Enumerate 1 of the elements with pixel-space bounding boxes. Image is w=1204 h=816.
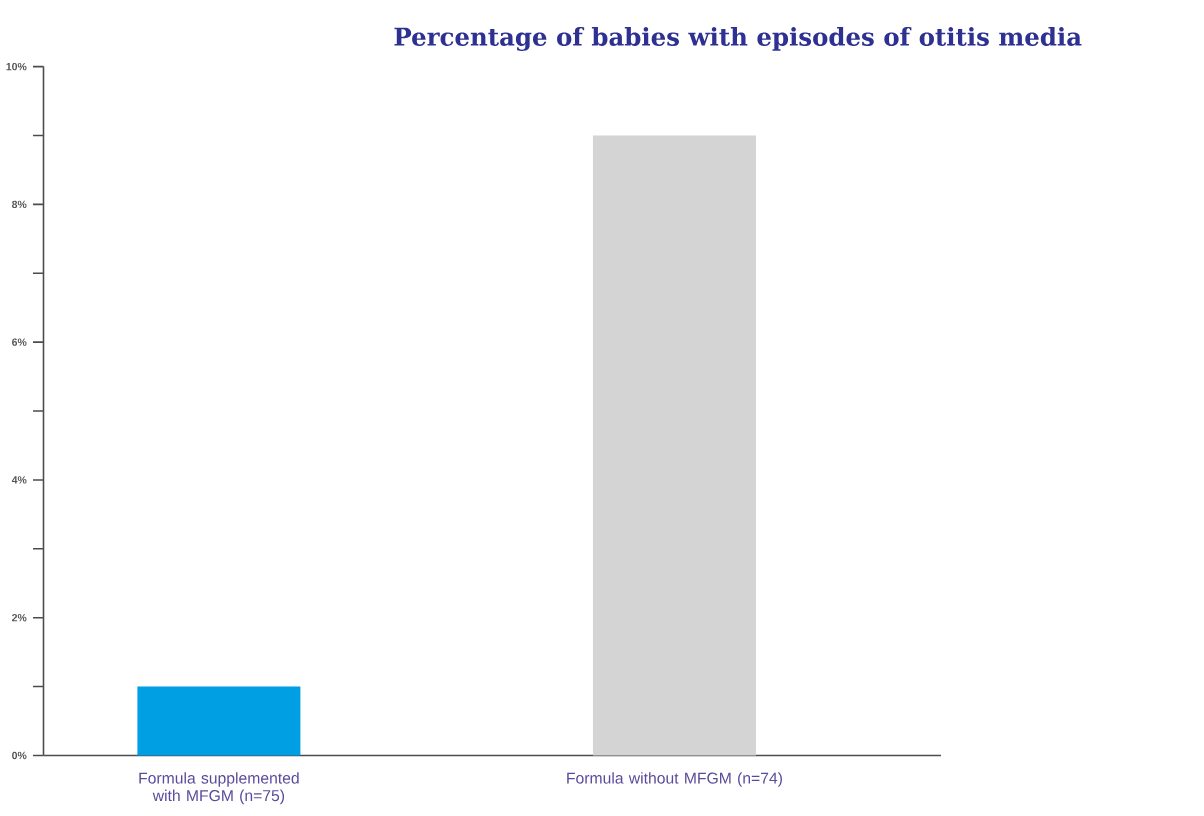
chart-title: Percentage of babies with episodes of otitis media <box>394 26 1082 51</box>
